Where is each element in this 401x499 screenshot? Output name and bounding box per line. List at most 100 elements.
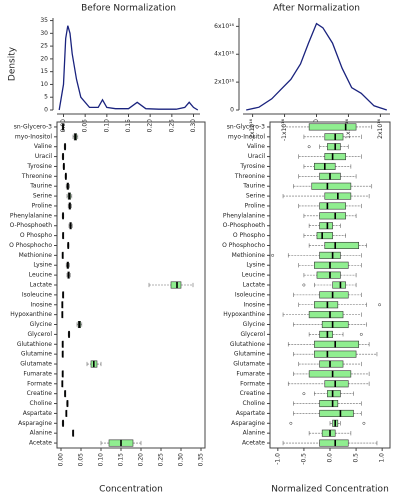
x-tick-label: 0.20 [138,453,145,467]
box [314,340,359,348]
x-tick-label: 0.25 [168,119,175,133]
y-tick-label: 25 [40,43,48,50]
outlier [307,145,311,149]
box [319,212,346,220]
x-axis-label: Concentration [99,485,163,495]
box [314,301,339,309]
category-label: Acetate [29,440,52,447]
category-label: O Phospho [233,232,265,239]
y-tick-label: 0 [230,107,234,114]
category-label: O-Phosphoeth [10,222,53,229]
box [311,182,352,190]
category-label: Serine [246,193,265,200]
x-tick-label: 0.15 [125,119,132,133]
category-label: Choline [30,400,53,407]
y-tick-label: 6x10¹⁶ [214,23,234,30]
category-label: Proline [245,202,266,209]
category-label: Threonine [21,173,52,180]
y-tick-label: 2x10¹⁶ [214,79,234,86]
y-tick-label: 20 [40,55,48,62]
category-label: Leucine [242,272,266,279]
category-label: Proline [32,202,53,209]
category-label: Lactate [30,282,53,289]
category-label: Uracil [35,153,53,160]
category-label: Methionine [19,252,53,259]
category-label: Creatine [240,390,266,397]
box [319,360,344,368]
y-tick-label: 10 [40,81,48,88]
category-label: Glycerol [27,331,52,338]
category-label: Asparagine [231,420,265,427]
category-label: Phenylalanine [10,212,52,219]
category-label: Fumarate [23,370,52,377]
x-tick-label: 2x10¹⁶ [377,118,384,138]
x-tick-label: 0.05 [78,453,85,467]
x-tick-label: -2x10¹⁶ [249,118,256,141]
box [324,153,346,161]
category-label: Hypoxanthine [223,311,265,318]
box [319,439,349,447]
category-label: Creatine [27,390,53,397]
x-tick-label: -1.0 [274,453,281,465]
category-label: O Phosphocho [9,242,52,249]
category-label: Taurine [242,183,265,190]
category-label: O-Phosphoeth [223,222,266,229]
category-label: Fumarate [236,370,265,377]
box [319,251,341,259]
box [319,400,339,408]
category-label: Leucine [29,272,53,279]
y-tick-label: 30 [40,30,48,37]
box [308,370,352,378]
chart-title: Before Normalization [81,4,176,14]
category-label: Acetate [242,440,265,447]
x-tick-label: -0.5 [300,453,307,465]
category-label: Formate [240,380,265,387]
category-label: sn-Glycero-3 [14,123,52,130]
box [319,222,333,230]
box [170,281,182,289]
category-label: Glycine [30,321,53,328]
category-label: Aspartate [236,410,266,417]
category-label: Glycerol [240,331,265,338]
x-tick-label: 0.20 [147,119,154,133]
box [308,123,357,131]
x-tick-label: 0.15 [118,453,125,467]
box [327,390,341,398]
category-label: Glutamine [21,351,52,358]
outlier [271,253,275,257]
y-axis-label: Density [8,46,18,81]
x-tick-label: 0.00 [58,453,65,467]
box [316,232,333,240]
outlier [302,392,306,396]
outlier [359,332,363,336]
box [319,330,333,338]
category-label: Choline [243,400,266,407]
x-tick-label: 0.35 [198,453,205,467]
y-tick-label: 4x10¹⁶ [214,51,234,58]
outlier [289,421,293,425]
category-label: Threonine [234,173,265,180]
outlier [302,283,306,287]
category-label: Glutathione [17,341,52,348]
x-tick-label: 0 [313,119,320,123]
x-tick-label: 1.0 [379,453,386,463]
category-label: Asparagine [18,420,52,427]
category-label: Glutathione [230,341,265,348]
x-tick-label: 0.10 [98,453,105,467]
category-label: Serine [33,193,52,200]
box [314,350,357,358]
x-tick-label: 0.05 [82,119,89,133]
x-tick-label: 0.0 [327,453,334,463]
category-label: myo-Inositol [228,133,265,140]
category-label: Phenylalanine [223,212,265,219]
category-label: Uracil [248,153,266,160]
category-label: O Phosphocho [222,242,265,249]
density-line [246,22,388,111]
box [308,311,344,319]
x-tick-label: -1x10¹⁶ [281,118,288,141]
y-tick-label: 35 [40,17,48,24]
outlier [378,303,382,307]
category-label: O Phospho [20,232,52,239]
category-label: Tyrosine [239,163,265,170]
